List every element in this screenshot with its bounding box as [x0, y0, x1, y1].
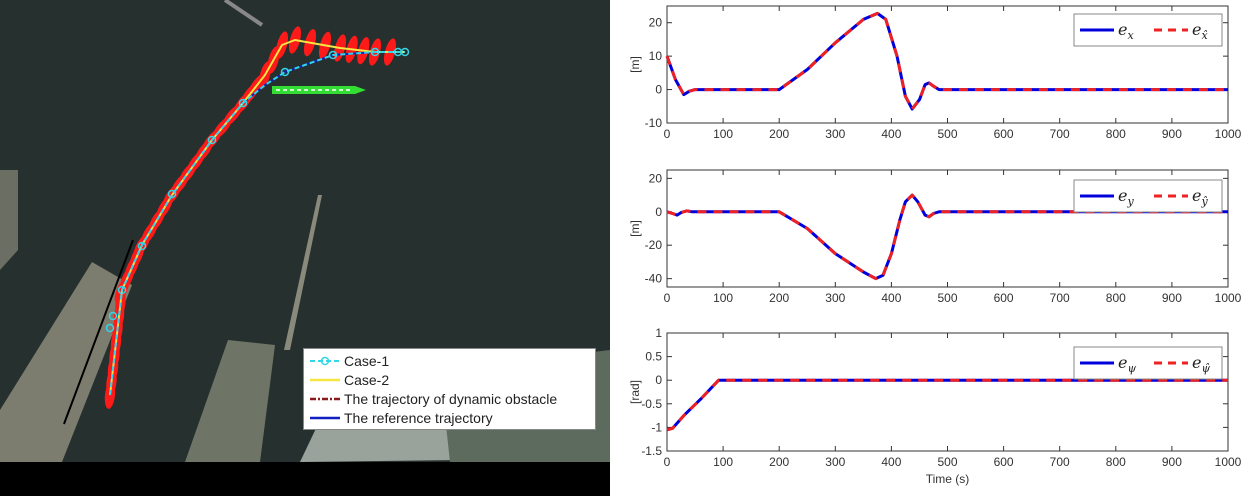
x-tick-label: 1000	[1215, 455, 1242, 469]
x-tick-label: 700	[1050, 291, 1070, 305]
y-tick-label: -1.5	[641, 444, 662, 458]
legend-label: The reference trajectory	[344, 410, 493, 426]
case-1-marker	[280, 67, 290, 77]
case-1-trajectory	[109, 51, 405, 396]
x-tick-label: 0	[664, 291, 671, 305]
x-tick-label: 0	[664, 127, 671, 141]
x-tick-label: 400	[881, 455, 901, 469]
x-tick-label: 800	[1106, 291, 1126, 305]
y-tick-label: -40	[645, 272, 663, 286]
y-tick-label: 10	[649, 49, 663, 63]
case-1-marker	[328, 50, 338, 60]
x-tick-label: 300	[825, 455, 845, 469]
x-tick-label: 0	[664, 455, 671, 469]
y-tick-label: -10	[645, 116, 663, 130]
chart-2: 0 100 200 300 400 500 600 700 800 900 1000 -40 -20 0 2…	[628, 169, 1242, 305]
y-tick-label: 0	[655, 373, 662, 387]
map-legend: Case-1 Case-2 The trajectory of dynamic …	[303, 348, 596, 430]
x-tick-label: 900	[1162, 455, 1182, 469]
legend-case-2: Case-2	[310, 371, 389, 389]
y-tick-label: 0	[655, 83, 662, 97]
quay-line	[63, 239, 134, 425]
dash-dot-line-icon	[310, 397, 340, 401]
y-tick-label: 20	[649, 16, 663, 30]
x-tick-label: 500	[937, 127, 957, 141]
error-charts: 0 100 200 300 400 500 600 700 800 900 1000-1001020…	[628, 5, 1242, 486]
legend-entry: ex̂	[1192, 20, 1208, 42]
case-1-marker	[105, 323, 115, 333]
y-axis-label: [m]	[628, 56, 642, 73]
x-tick-label: 900	[1162, 291, 1182, 305]
x-tick-label: 300	[825, 127, 845, 141]
case-1-marker	[207, 135, 217, 145]
solid-line-icon	[310, 378, 340, 382]
case-1-marker	[167, 189, 177, 199]
case-1-marker	[137, 241, 147, 251]
x-tick-label: 400	[881, 127, 901, 141]
y-axis-label: [rad]	[628, 380, 642, 404]
legend-entry: ey	[1118, 186, 1134, 208]
x-tick-label: 700	[1050, 127, 1070, 141]
y-tick-label: -1	[651, 420, 662, 434]
case-1-marker	[400, 47, 410, 57]
y-tick-label: 0.5	[645, 350, 662, 364]
case-1-marker	[117, 285, 127, 295]
breakwater	[223, 0, 264, 27]
case-1-marker	[370, 47, 380, 57]
x-tick-label: 500	[937, 455, 957, 469]
legend-entry: eψ	[1118, 353, 1136, 375]
x-tick-label: 400	[881, 291, 901, 305]
x-tick-label: 1000	[1215, 127, 1242, 141]
x-tick-label: 300	[825, 291, 845, 305]
series-line-estimate	[666, 378, 1228, 432]
x-tick-label: 600	[994, 455, 1014, 469]
x-tick-label: 500	[937, 291, 957, 305]
x-tick-label: 100	[713, 291, 733, 305]
y-tick-label: 0	[655, 205, 662, 219]
legend-entry: ex	[1118, 20, 1134, 42]
legend-label: Case-2	[344, 372, 390, 388]
black-band	[0, 462, 610, 496]
series-line-estimate	[665, 11, 1228, 111]
x-tick-label: 800	[1106, 127, 1126, 141]
x-tick-label: 200	[769, 127, 789, 141]
chart-1: 0 100 200 300 400 500 600 700 800 900 1000-1001020…	[628, 5, 1242, 141]
legend-label: The trajectory of dynamic obstacle	[344, 391, 558, 407]
pier-left	[0, 170, 18, 270]
x-tick-label: 900	[1162, 127, 1182, 141]
y-tick-label: -20	[645, 238, 663, 252]
y-tick-label: 20	[649, 171, 663, 185]
x-tick-label: 100	[713, 455, 733, 469]
obstacle-ship	[272, 86, 366, 94]
y-axis-label: [m]	[628, 220, 642, 237]
x-tick-label: 700	[1050, 455, 1070, 469]
x-tick-label: 200	[769, 455, 789, 469]
chart-3: 0 100 200 300 400 500 600 700 800 900 1000 -1.5 -1 -0…	[628, 326, 1242, 486]
x-tick-label: 600	[994, 127, 1014, 141]
pier-center	[185, 340, 275, 462]
x-tick-label: 800	[1106, 455, 1126, 469]
legend-case-1: Case-1	[310, 352, 389, 370]
legend-label: Case-1	[344, 353, 390, 369]
case-1-marker	[238, 98, 248, 108]
y-tick-label: 1	[655, 326, 662, 340]
x-axis-label: Time (s)	[926, 472, 970, 486]
y-tick-label: -0.5	[641, 397, 662, 411]
legend-reference: The reference trajectory	[310, 409, 493, 427]
solid-line-icon	[310, 416, 340, 420]
legend-dynamic-obstacle: The trajectory of dynamic obstacle	[310, 390, 557, 408]
legend-entry: eψ̂	[1192, 353, 1210, 375]
case-1-marker	[108, 311, 118, 321]
x-tick-label: 100	[713, 127, 733, 141]
x-tick-label: 200	[769, 291, 789, 305]
pier-dock	[0, 262, 132, 462]
series-line-estimate	[666, 193, 1228, 281]
x-tick-label: 600	[994, 291, 1014, 305]
legend-entry: eŷ	[1192, 186, 1208, 208]
dash-circle-line-icon	[310, 356, 340, 366]
x-tick-label: 1000	[1215, 291, 1242, 305]
jetty	[284, 195, 322, 350]
